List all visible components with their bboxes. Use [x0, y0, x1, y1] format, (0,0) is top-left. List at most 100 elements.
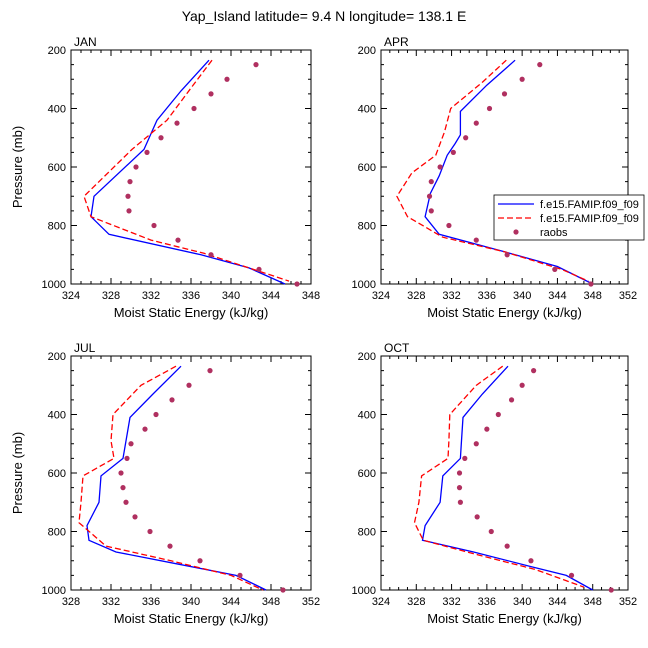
y-tick-label: 600 [48, 162, 66, 174]
y-tick-label: 200 [358, 45, 376, 57]
raobs-point [126, 208, 132, 214]
raobs-point [608, 587, 614, 593]
raobs-point [118, 470, 124, 476]
x-tick-label: 336 [182, 290, 200, 302]
raobs-point [197, 558, 203, 564]
raobs-point [588, 281, 594, 287]
raobs-point [428, 208, 434, 214]
panel-label: JUL [74, 341, 96, 355]
y-tick-label: 200 [358, 351, 376, 363]
y-axis-label: Pressure (mb) [10, 432, 25, 514]
raobs-point [237, 572, 243, 578]
raobs-point [501, 91, 508, 97]
raobs-point [144, 149, 150, 155]
y-tick-label: 800 [358, 221, 376, 233]
x-tick-label: 348 [262, 596, 280, 608]
y-tick-label: 400 [358, 410, 376, 422]
x-tick-label: 328 [62, 596, 80, 608]
x-tick-label: 332 [442, 290, 460, 302]
y-axis-label: Pressure (mb) [10, 126, 25, 208]
x-tick-label: 328 [407, 596, 425, 608]
raobs-point [207, 368, 213, 374]
raobs-point [280, 587, 286, 593]
panel-jul: JUL 328 332 336 340 344 348 352 200 400 600 800 1000… [10, 341, 320, 626]
model-line-dashed [78, 365, 264, 591]
raobs-point [224, 76, 230, 82]
y-tick-label: 600 [48, 468, 66, 480]
raobs-point [508, 397, 515, 403]
x-tick-label: 336 [142, 596, 160, 608]
y-tick-label: 600 [358, 468, 376, 480]
model-line-solid [86, 365, 267, 591]
raobs-point [294, 281, 300, 287]
x-tick-label: 344 [222, 596, 240, 608]
raobs-point [495, 411, 501, 418]
raobs-point [446, 222, 452, 229]
raobs-point [253, 62, 259, 68]
panel-jan: JAN 324 328 332 336 340 344 348 200 400 600 800 1000… [10, 35, 320, 320]
raobs-point [519, 382, 525, 388]
raobs-point [124, 455, 130, 461]
raobs-point [456, 485, 463, 491]
model-line-solid [424, 59, 593, 285]
raobs-point [519, 76, 525, 82]
y-tick-label: 400 [48, 104, 66, 116]
raobs-point [128, 441, 134, 447]
raobs-point [552, 266, 558, 272]
raobs-point [457, 499, 463, 505]
model-line-dashed [83, 59, 290, 282]
y-tick-label: 200 [48, 45, 66, 57]
y-tick-label: 800 [48, 527, 66, 539]
x-tick-label: 348 [584, 290, 602, 302]
raobs-point [463, 135, 469, 141]
raobs-point [484, 426, 490, 432]
x-tick-label: 332 [102, 596, 120, 608]
x-tick-label: 336 [478, 290, 496, 302]
raobs-point [488, 528, 494, 535]
raobs-point [125, 193, 131, 199]
x-tick-label: 344 [262, 290, 280, 302]
raobs-point [153, 411, 159, 418]
x-tick-label: 324 [372, 596, 390, 608]
x-tick-label: 340 [513, 596, 531, 608]
raobs-point [531, 368, 537, 374]
panel-label: OCT [384, 341, 410, 355]
raobs-point [537, 62, 543, 68]
y-tick-label: 1000 [42, 585, 66, 597]
x-tick-label: 352 [302, 596, 320, 608]
panel-label: APR [384, 35, 409, 49]
x-axis-label: Moist Static Energy (kJ/kg) [427, 611, 582, 626]
x-tick-label: 324 [372, 290, 390, 302]
raobs-point [167, 543, 173, 549]
plot-frame [70, 49, 312, 285]
raobs-point [473, 237, 479, 243]
raobs-point [133, 164, 139, 170]
raobs-point [256, 266, 262, 272]
legend-label: raobs [540, 227, 568, 239]
y-tick-label: 800 [48, 221, 66, 233]
raobs-point [450, 149, 456, 155]
raobs-point [473, 441, 479, 447]
raobs-point [486, 105, 493, 112]
x-tick-label: 348 [584, 596, 602, 608]
x-tick-label: 352 [619, 290, 637, 302]
legend-marker [513, 229, 519, 235]
model-line-solid [90, 59, 286, 285]
panel-oct: OCT 324 328 332 336 340 344 348 352 200 400 600 800 1… [352, 341, 638, 626]
raobs-point [528, 558, 534, 564]
y-tick-label: 800 [358, 527, 376, 539]
model-line-dashed [413, 365, 585, 588]
raobs-point [456, 470, 463, 476]
y-tick-label: 1000 [352, 279, 376, 291]
raobs-point [151, 222, 157, 229]
panel-label: JAN [74, 35, 97, 49]
y-tick-label: 400 [48, 410, 66, 422]
legend-label: f.e15.FAMIP.f09_f09 [540, 199, 639, 211]
x-tick-label: 348 [302, 290, 320, 302]
raobs-point [437, 164, 443, 170]
raobs-point [428, 179, 434, 185]
raobs-point [132, 514, 138, 520]
panels: JAN 324 328 332 336 340 344 348 200 400 600 800 1000… [10, 35, 637, 626]
x-axis-label: Moist Static Energy (kJ/kg) [114, 611, 269, 626]
